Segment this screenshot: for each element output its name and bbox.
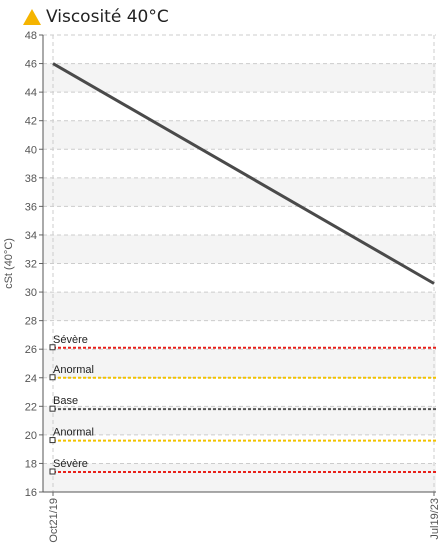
threshold-label: Sévère	[53, 458, 88, 470]
y-tick-label: 48	[25, 30, 37, 42]
threshold-marker	[49, 405, 56, 412]
y-tick-label: 28	[25, 316, 37, 328]
y-tick-label: 36	[25, 201, 37, 213]
y-tick-label: 24	[25, 373, 37, 385]
y-tick-label: 16	[25, 487, 37, 499]
y-tick-label: 26	[25, 344, 37, 356]
background-band	[43, 120, 436, 150]
y-tick-label: 30	[25, 287, 37, 299]
background-band	[43, 63, 436, 93]
threshold-label: Anormal	[53, 364, 94, 376]
background-band	[43, 177, 436, 207]
threshold-marker	[49, 468, 56, 475]
threshold-label: Anormal	[53, 427, 94, 439]
x-tick-label: Jul19/23	[429, 498, 441, 540]
y-tick-label: 34	[25, 230, 37, 242]
background-band	[43, 463, 436, 492]
background-band	[43, 406, 436, 435]
y-tick-label: 18	[25, 458, 37, 470]
threshold-label: Sévère	[53, 334, 88, 346]
y-tick-label: 38	[25, 173, 37, 185]
x-tick-label: Oct21/19	[48, 498, 60, 543]
y-tick-label: 42	[25, 116, 37, 128]
threshold-marker	[49, 437, 56, 444]
y-tick-label: 22	[25, 401, 37, 413]
y-tick-label: 20	[25, 430, 37, 442]
background-band	[43, 349, 436, 378]
y-tick-label: 40	[25, 144, 37, 156]
warning-triangle-icon	[23, 9, 41, 25]
y-tick-label: 32	[25, 259, 37, 271]
y-tick-label: 46	[25, 59, 37, 71]
threshold-marker	[49, 374, 56, 381]
chart-title: Viscosité 40°C	[46, 7, 169, 27]
background-band	[43, 234, 436, 264]
y-axis-title: cSt (40°C)	[3, 238, 15, 289]
series-line	[52, 62, 435, 285]
background-band	[43, 292, 436, 321]
chart-header: Viscosité 40°C	[22, 4, 169, 30]
y-tick-label: 44	[25, 87, 37, 99]
threshold-label: Base	[53, 395, 78, 407]
threshold-marker	[49, 344, 56, 351]
